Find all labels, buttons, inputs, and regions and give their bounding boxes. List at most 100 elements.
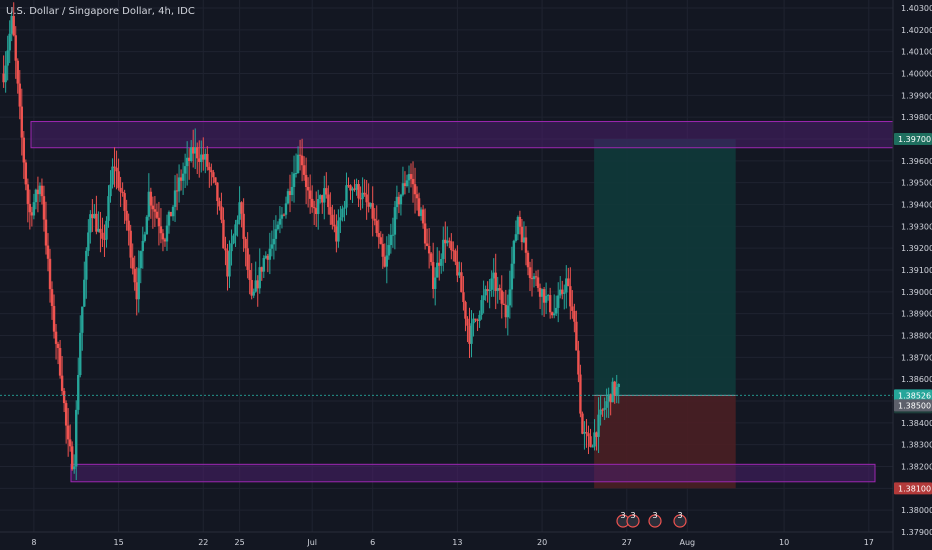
price-tick-label: 1.39600 [901,157,932,166]
candle-body [77,375,80,410]
time-tick-label: Jul [306,538,317,547]
candle-body [329,207,332,215]
candle-body [379,237,382,244]
candle-body [133,268,136,283]
price-tick-label: 1.39000 [901,288,932,297]
candle-body [385,255,389,267]
price-zones[interactable] [30,121,894,483]
candle-body [494,272,497,291]
candle-body [403,183,407,187]
candle-body [147,191,151,217]
candle-body [143,234,146,241]
candle-body [361,192,364,199]
candle-body [95,213,98,232]
price-tick-label: 1.38000 [901,506,932,515]
candle-body [101,232,104,239]
candle-body [383,256,386,267]
candle-body [363,192,366,195]
candle-body [542,289,546,303]
stop-price-tag-bg [894,482,932,495]
target-price-tag-label: 1.39700 [898,135,931,144]
event-marker-count: 3 [630,511,635,520]
candle-body [135,282,138,300]
candle-body [548,295,552,313]
candle-body [218,201,221,207]
time-tick-label: 8 [31,538,36,547]
candle-body [298,154,302,156]
candle-body [107,196,110,221]
candle-body [46,245,50,259]
time-tick-label: Aug [679,538,695,547]
candle-body [367,202,370,207]
candle-body [341,208,344,218]
price-tick-label: 1.38200 [901,463,932,472]
candle-body [196,147,199,159]
candle-body [607,394,610,402]
candle-body [246,248,249,270]
price-tick-label: 1.38900 [901,310,932,319]
candle-body [506,305,510,318]
candle-body [175,190,179,192]
candle-body [476,319,479,321]
candle-body [472,318,475,324]
candle-body [536,277,540,288]
long-position-tool[interactable] [594,139,736,489]
candle-body [28,203,32,213]
candle-body [510,263,514,290]
candle-body [36,189,40,195]
candle-body [327,194,330,208]
price-tick-label: 1.38600 [901,375,932,384]
candle-body [573,310,576,322]
candle-body [315,208,318,215]
candle-body [151,205,155,210]
candle-body [335,226,338,242]
candle-body [504,304,507,318]
current-price-tag-bg [894,389,932,402]
candle-body [559,289,562,296]
stop-price-tag-label: 1.38100 [898,484,931,493]
price-tick-label: 1.40300 [901,4,932,13]
candle-body [423,223,427,244]
candle-body [60,375,64,391]
event-marker-icon [626,514,640,528]
candle-body [73,466,76,470]
candle-body [371,203,374,219]
candle-body [339,217,342,221]
candle-body [22,137,25,163]
candle-body [458,272,461,276]
candle-body [456,261,459,276]
candle-body [468,325,471,344]
candle-body [304,174,308,187]
candle-body [75,409,78,467]
event-marker-count: 3 [677,511,682,520]
candle-body [601,409,604,411]
candle-body [123,193,126,211]
candle-body [50,289,54,306]
candle-body [228,251,231,277]
candle-body [369,203,372,207]
candlestick-series [2,2,620,480]
candle-body [288,191,292,196]
candle-body [18,83,21,107]
candle-body [407,174,411,181]
candle-body [79,332,82,376]
candle-body [518,216,522,227]
candle-body [482,295,485,301]
candle-body [321,195,324,203]
candle-body [4,65,7,83]
candle-body [270,244,274,249]
candle-body [550,312,554,316]
candle-body [569,286,572,307]
price-tick-label: 1.40000 [901,70,932,79]
candle-body [26,184,30,204]
candle-body [171,206,175,217]
candle-body [425,243,429,246]
candle-body [272,238,276,245]
candle-body [365,194,368,203]
candle-body [236,219,239,225]
